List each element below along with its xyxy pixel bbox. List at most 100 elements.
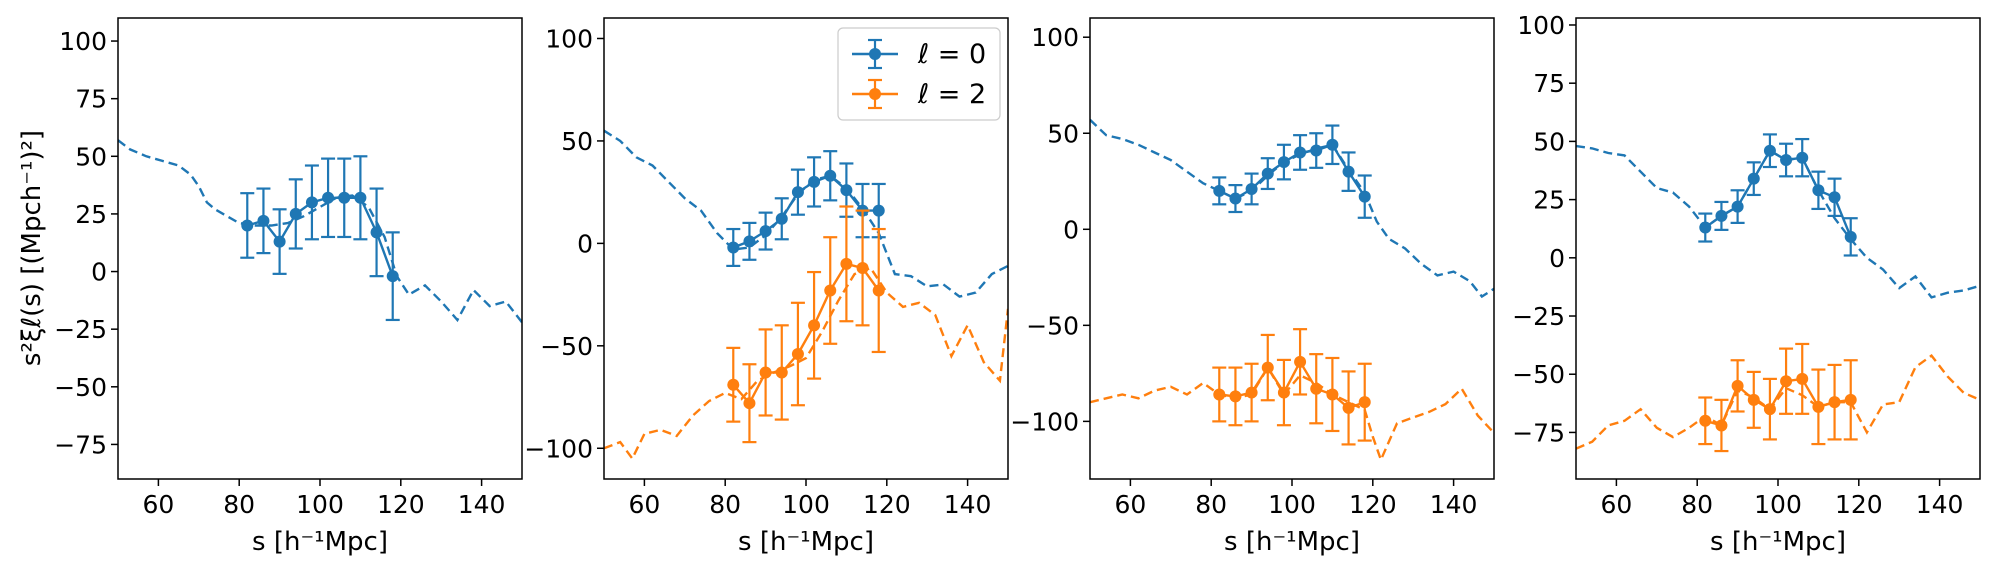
x-tick-label: 80 [1195, 490, 1227, 519]
x-tick-label: 140 [1430, 490, 1478, 519]
data-point [1358, 190, 1371, 203]
y-tick-label: 50 [75, 142, 107, 171]
x-tick-label: 100 [782, 490, 830, 519]
model-curve [604, 129, 1008, 298]
x-tick-label: 60 [1600, 490, 1632, 519]
data-point [1715, 419, 1728, 432]
y-tick-label: 100 [1517, 11, 1565, 40]
legend-marker [869, 88, 881, 100]
data-point [386, 270, 399, 283]
y-tick-label: 25 [75, 200, 107, 229]
y-tick-label: 100 [1031, 23, 1079, 52]
data-point [1699, 221, 1712, 234]
measurement-line [1219, 359, 1366, 410]
data-point [743, 397, 756, 410]
data-point [1213, 184, 1226, 197]
data-point [1763, 144, 1776, 157]
data-point [1796, 151, 1809, 164]
y-tick-label: −25 [54, 315, 107, 344]
model-curve [1090, 365, 1494, 464]
y-tick-label: −75 [1512, 418, 1565, 447]
data-point [1342, 401, 1355, 414]
data-point [289, 207, 302, 220]
legend-marker [869, 48, 881, 60]
x-tick-label: 140 [1916, 490, 1964, 519]
y-tick-label: −100 [524, 434, 593, 463]
data-point [791, 348, 804, 361]
axes-frame [1575, 17, 1981, 480]
model-curve [1576, 353, 1980, 450]
y-axis-label: s²ξℓ(s) [(Mpch⁻¹)²] [17, 130, 47, 366]
measurement-line [732, 262, 880, 406]
data-point [257, 214, 270, 227]
data-point [1715, 209, 1728, 222]
panel-1: 60 80 100 120 140 100 75 50 25 0 −25 −50 −75 s [h⁻¹Mp… [54, 17, 523, 557]
data-point [322, 191, 335, 204]
data-point [1261, 167, 1274, 180]
data-point [775, 366, 788, 379]
x-tick-label: 60 [142, 490, 174, 519]
x-tick-label: 140 [944, 490, 992, 519]
data-point [1812, 184, 1825, 197]
data-point [1731, 200, 1744, 213]
panel-2: 60 80 100 120 140 100 50 0 −50 −100 s [h⁻¹Mpc] [524, 17, 1009, 557]
y-tick-label: 100 [545, 24, 593, 53]
data-point [1844, 230, 1857, 243]
data-point [743, 235, 756, 248]
data-point [727, 378, 740, 391]
y-tick-label: 50 [1047, 119, 1079, 148]
data-point [872, 284, 885, 297]
model-curve [118, 139, 522, 324]
data-point [1326, 138, 1339, 151]
data-point [1828, 191, 1841, 204]
data-point [1358, 396, 1371, 409]
y-tick-label: 25 [1533, 186, 1565, 215]
data-point [1277, 156, 1290, 169]
data-point [1277, 386, 1290, 399]
x-axis-label: s [h⁻¹Mpc] [738, 527, 874, 557]
legend: ℓ = 0 ℓ = 2 [837, 27, 1001, 121]
x-tick-label: 120 [1835, 490, 1883, 519]
y-tick-label: −75 [54, 430, 107, 459]
x-tick-label: 140 [458, 490, 506, 519]
measurement-line [246, 196, 394, 277]
data-point [1780, 375, 1793, 388]
y-tick-label: 0 [577, 229, 593, 258]
axes-frame [1089, 17, 1495, 480]
x-tick-label: 120 [377, 490, 425, 519]
data-point [1261, 361, 1274, 374]
data-point [1747, 172, 1760, 185]
y-tick-label: 0 [1063, 215, 1079, 244]
data-point [1294, 146, 1307, 159]
x-tick-label: 60 [1114, 490, 1146, 519]
x-tick-label: 120 [1349, 490, 1397, 519]
data-point [1828, 396, 1841, 409]
y-tick-label: −50 [54, 373, 107, 402]
data-point [1763, 403, 1776, 416]
x-tick-label: 80 [709, 490, 741, 519]
data-point [791, 186, 804, 199]
measurement-line [732, 174, 879, 249]
data-point [241, 219, 254, 232]
data-point [273, 235, 286, 248]
x-tick-label: 80 [223, 490, 255, 519]
model-curve [604, 266, 1008, 461]
data-point [305, 196, 318, 209]
data-point [759, 225, 772, 238]
data-point [1699, 414, 1712, 427]
data-point [1310, 144, 1323, 157]
x-axis-label: s [h⁻¹Mpc] [1710, 527, 1846, 557]
data-point [1812, 400, 1825, 413]
x-tick-label: 60 [628, 490, 660, 519]
data-point [1310, 382, 1323, 395]
y-tick-label: −25 [1512, 302, 1565, 331]
panel-3: 60 80 100 120 140 100 50 0 −50 −100 s [h⁻¹Mpc] [1010, 17, 1495, 557]
data-point [808, 319, 821, 332]
data-point [775, 212, 788, 225]
data-point [1796, 372, 1809, 385]
data-point [856, 261, 869, 274]
legend-label: ℓ = 0 [917, 39, 986, 70]
data-point [824, 284, 837, 297]
model-curve [1576, 144, 1980, 299]
